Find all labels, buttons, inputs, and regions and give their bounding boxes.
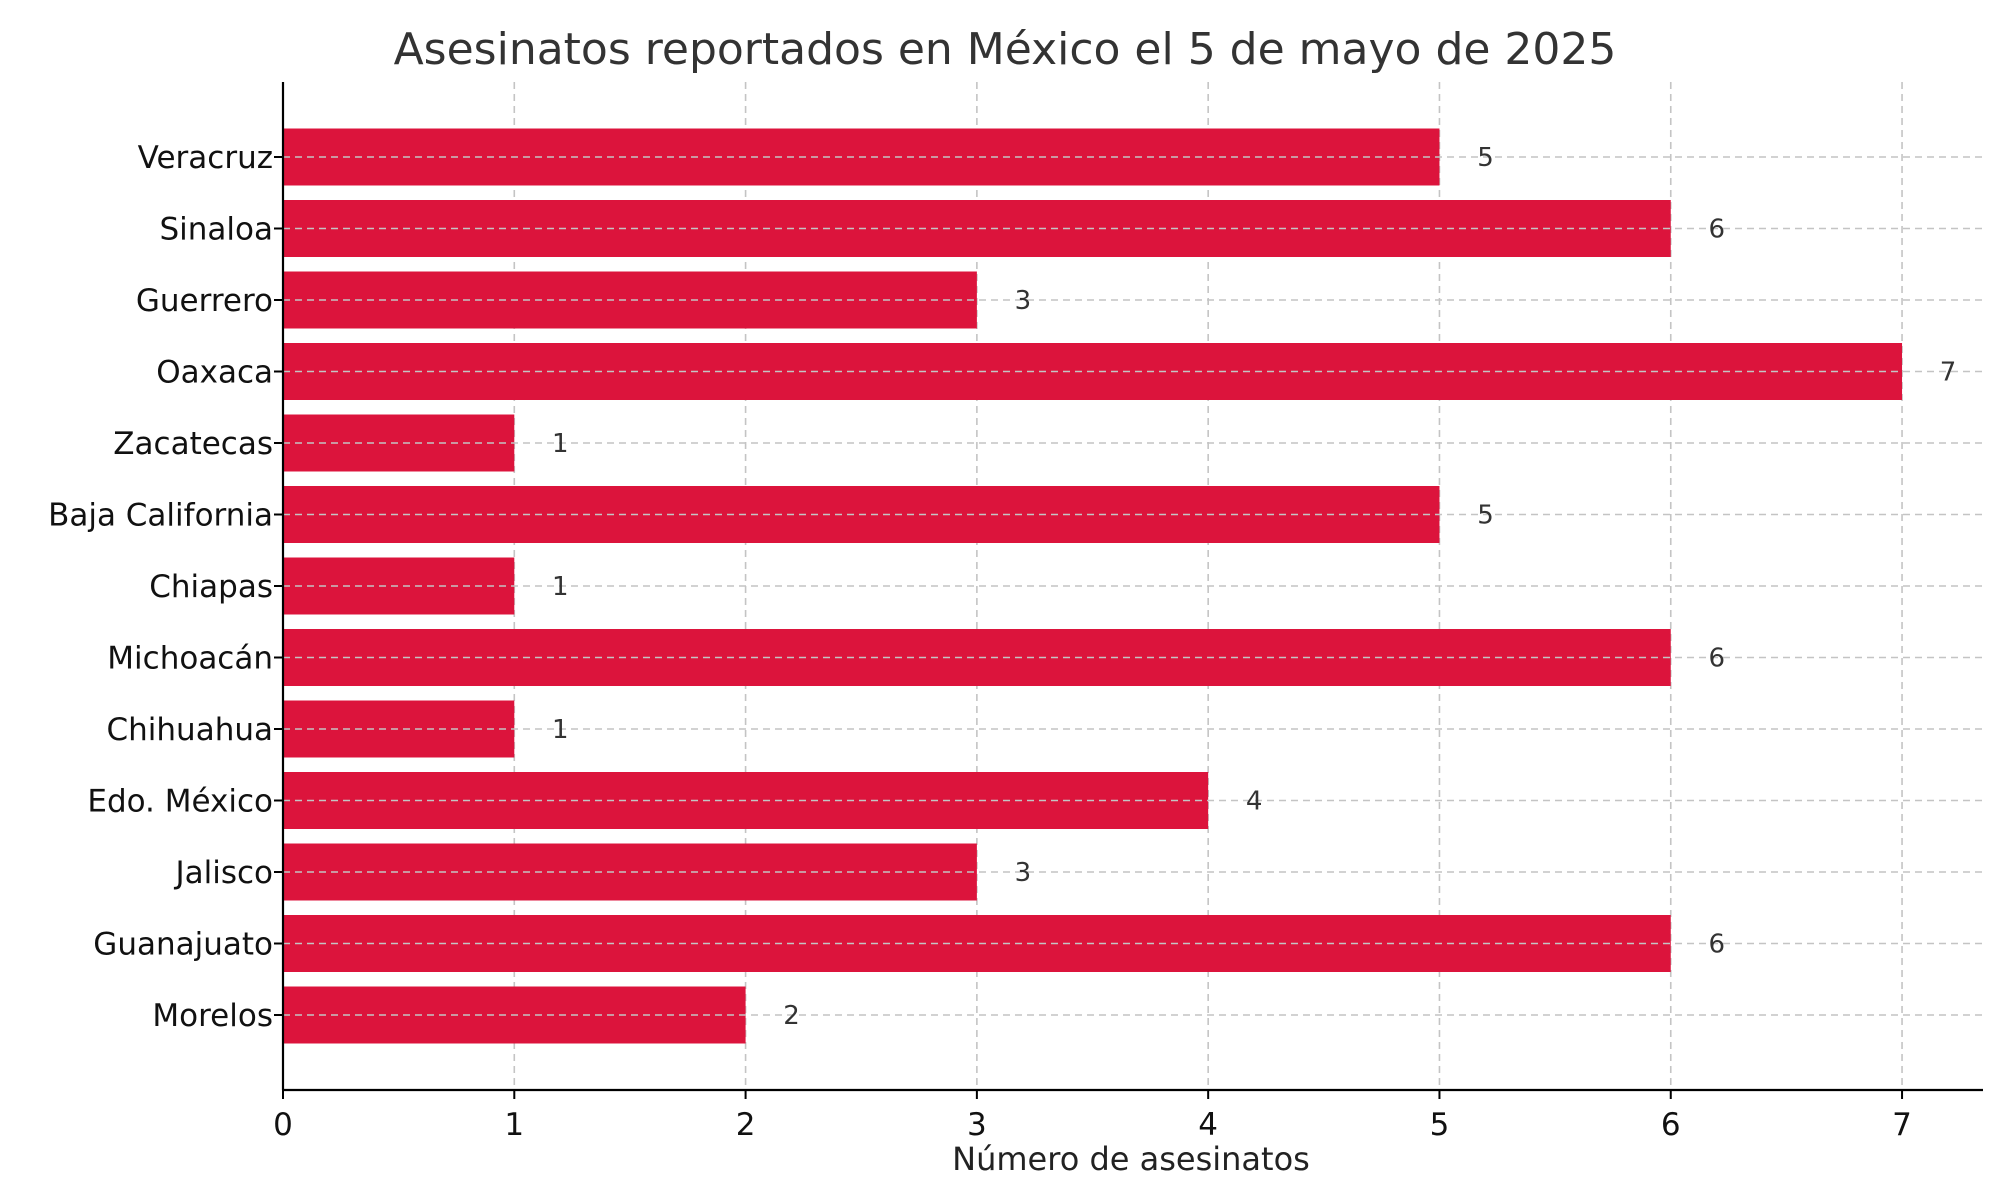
x-tick-label: 4 [1198,1107,1218,1143]
y-tick-label: Morelos [152,998,273,1034]
data-label: 1 [552,429,569,459]
x-tick-layer: 0 1 2 3 4 5 6 7 [273,1090,1912,1143]
data-label: 4 [1246,787,1263,817]
data-label: 1 [552,715,569,745]
y-tick-label: Oaxaca [156,355,273,391]
data-label: 5 [1477,143,1494,173]
y-tick-label: Edo. México [87,784,273,820]
data-label: 5 [1477,501,1494,531]
y-tick-label: Guanajuato [93,927,273,963]
data-label: 1 [552,572,569,602]
data-label: 6 [1708,930,1725,960]
y-tick-label: Chiapas [149,569,273,605]
data-label: 2 [783,1001,800,1031]
y-tick-label: Jalisco [173,855,273,891]
x-tick-label: 7 [1892,1107,1912,1143]
y-tick-label: Guerrero [136,283,273,319]
y-tick-label: Zacatecas [113,426,273,462]
x-tick-label: 2 [736,1107,756,1143]
data-label: 3 [1015,858,1032,888]
y-tick-label: Chihuahua [107,712,274,748]
x-axis-label: Número de asesinatos [952,1140,1310,1178]
x-tick-label: 1 [504,1107,524,1143]
y-tick-label: Baja California [48,498,273,534]
y-tick-label: Sinaloa [159,212,273,248]
y-tick-label: Michoacán [107,641,273,677]
data-label: 6 [1708,644,1725,674]
data-label: 6 [1708,215,1725,245]
y-tick-layer: Veracruz Sinaloa Guerrero Oaxaca Zacatecas Ba… [48,140,283,1034]
y-tick-label: Veracruz [138,140,273,176]
x-tick-label: 6 [1661,1107,1681,1143]
data-label: 7 [1940,358,1957,388]
x-tick-label: 0 [273,1107,293,1143]
x-tick-label: 3 [967,1107,987,1143]
data-label-layer: 5 6 3 7 1 5 1 6 1 4 3 6 2 [283,143,1983,1031]
data-label: 3 [1015,286,1032,316]
chart-title: Asesinatos reportados en México el 5 de … [394,24,1617,75]
x-tick-label: 5 [1430,1107,1450,1143]
